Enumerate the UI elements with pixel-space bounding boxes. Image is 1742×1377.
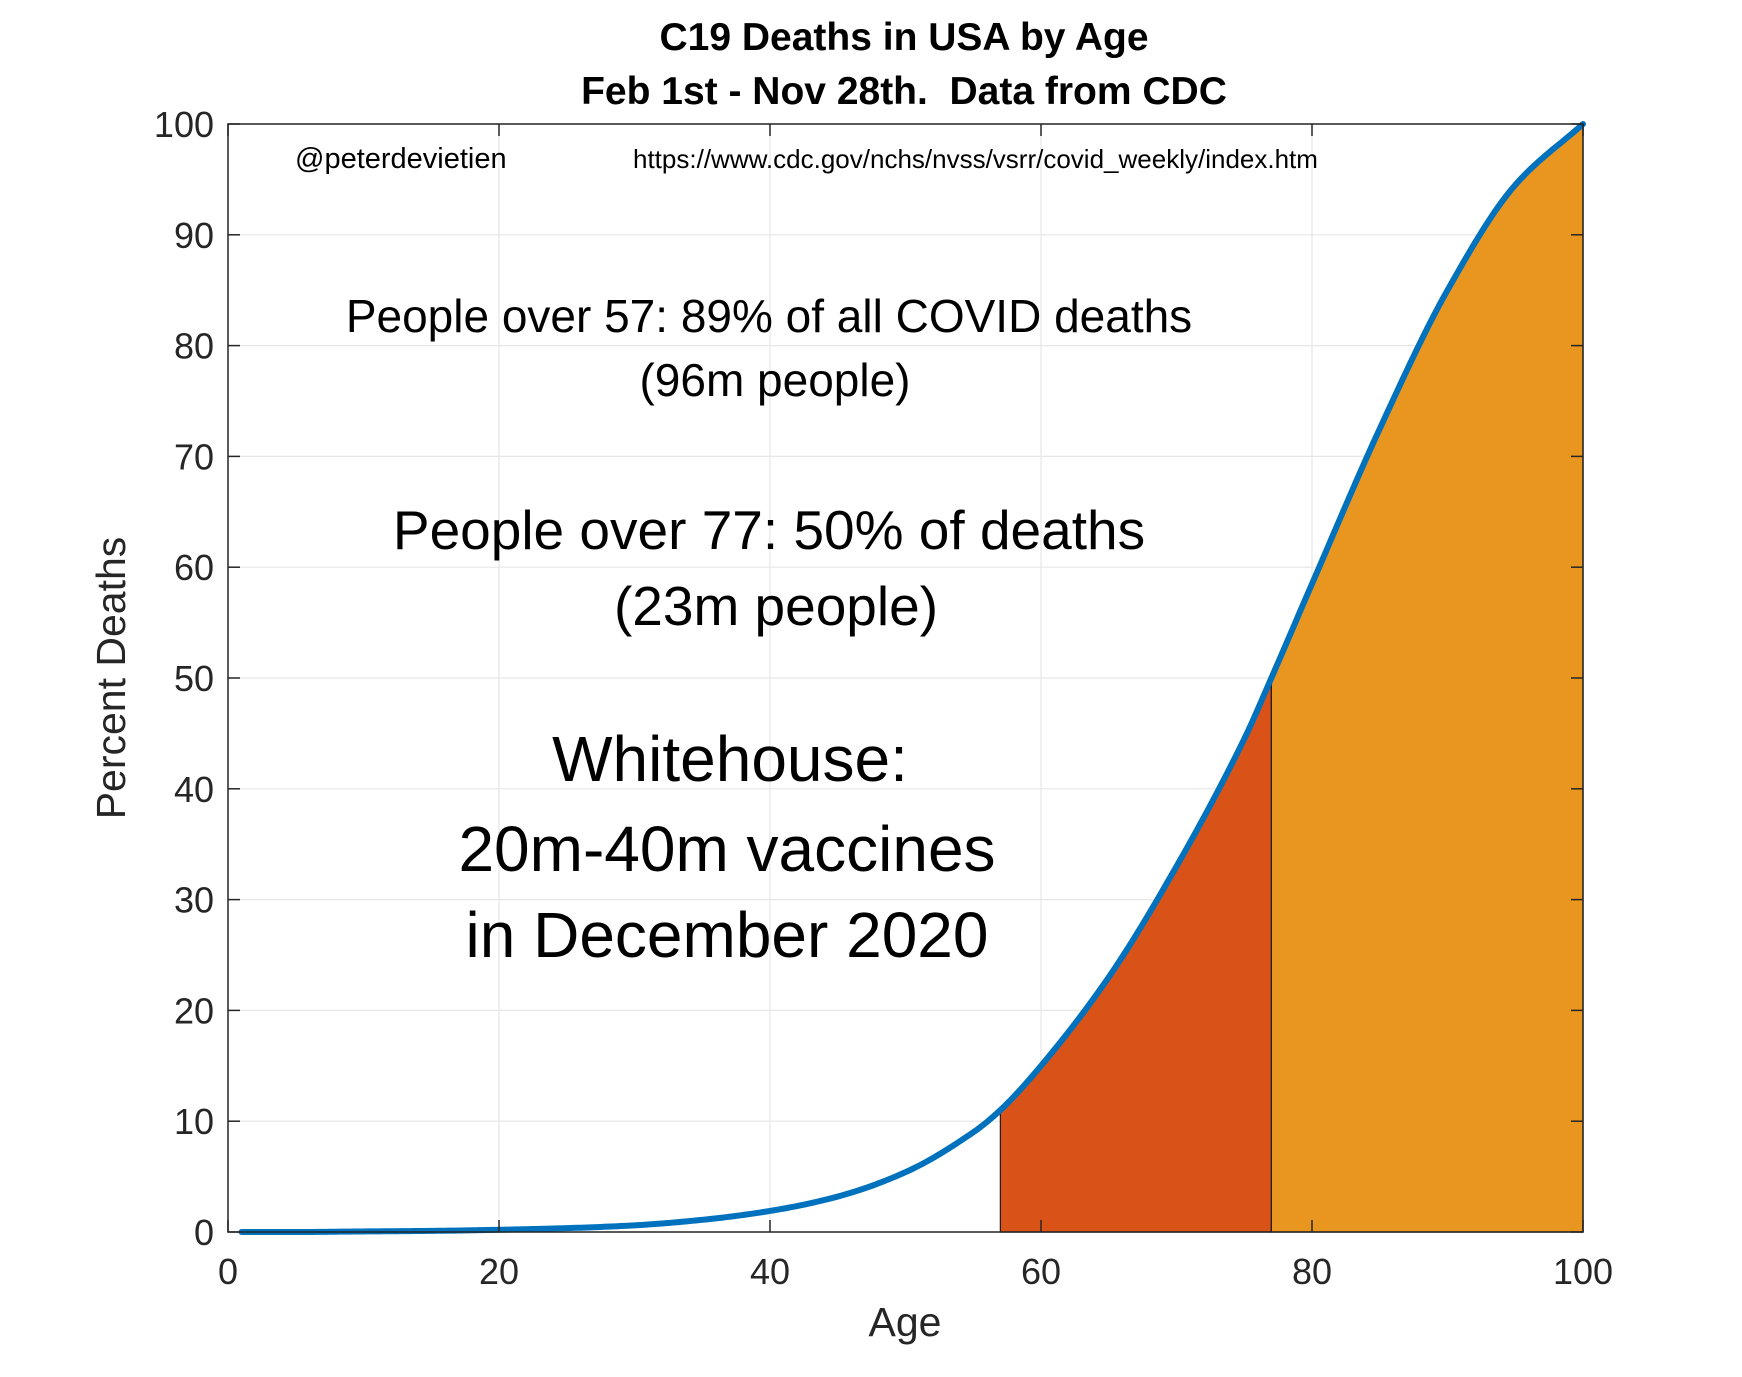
- over77-text-line2: (23m people): [614, 575, 938, 637]
- y-axis-label: Percent Deaths: [88, 537, 134, 820]
- x-axis-label: Age: [869, 1299, 942, 1345]
- y-tick-label: 10: [174, 1101, 214, 1142]
- y-tick-label: 90: [174, 215, 214, 256]
- x-tick-label: 0: [218, 1251, 238, 1292]
- credit-text: @peterdevietien: [295, 143, 507, 175]
- series-line: [238, 121, 1586, 1235]
- y-tick-label: 0: [194, 1212, 214, 1253]
- x-tick-label: 60: [1021, 1251, 1061, 1292]
- whitehouse-text-line2: 20m-40m vaccines: [458, 813, 995, 885]
- chart-subtitle: Feb 1st - Nov 28th. Data from CDC: [581, 70, 1227, 113]
- y-tick-label: 20: [174, 990, 214, 1031]
- y-tick-label: 30: [174, 880, 214, 921]
- y-tick-label: 60: [174, 547, 214, 588]
- chart-title: C19 Deaths in USA by Age: [659, 16, 1148, 59]
- line-layer: [238, 121, 1586, 1235]
- source-url-text: https://www.cdc.gov/nchs/nvss/vsrr/covid…: [633, 144, 1318, 174]
- tick-layer: 0 20 40 60 80 100 0 10 20 30 40 50 60 70 80 90 100: [154, 104, 1613, 1292]
- over57-text-line2: (96m people): [639, 354, 910, 406]
- over57-text-line1: People over 57: 89% of all COVID deaths: [346, 290, 1192, 342]
- y-tick-label: 80: [174, 326, 214, 367]
- x-tick-label: 80: [1292, 1251, 1332, 1292]
- y-tick-label: 40: [174, 769, 214, 810]
- y-tick-label: 100: [154, 104, 214, 145]
- over77-text-line1: People over 77: 50% of deaths: [393, 499, 1145, 561]
- x-tick-label: 40: [750, 1251, 790, 1292]
- x-tick-label: 100: [1553, 1251, 1613, 1292]
- whitehouse-text-line3: in December 2020: [466, 899, 989, 971]
- x-tick-label: 20: [479, 1251, 519, 1292]
- y-tick-label: 70: [174, 436, 214, 477]
- y-tick-label: 50: [174, 658, 214, 699]
- whitehouse-text-line1: Whitehouse:: [552, 723, 908, 795]
